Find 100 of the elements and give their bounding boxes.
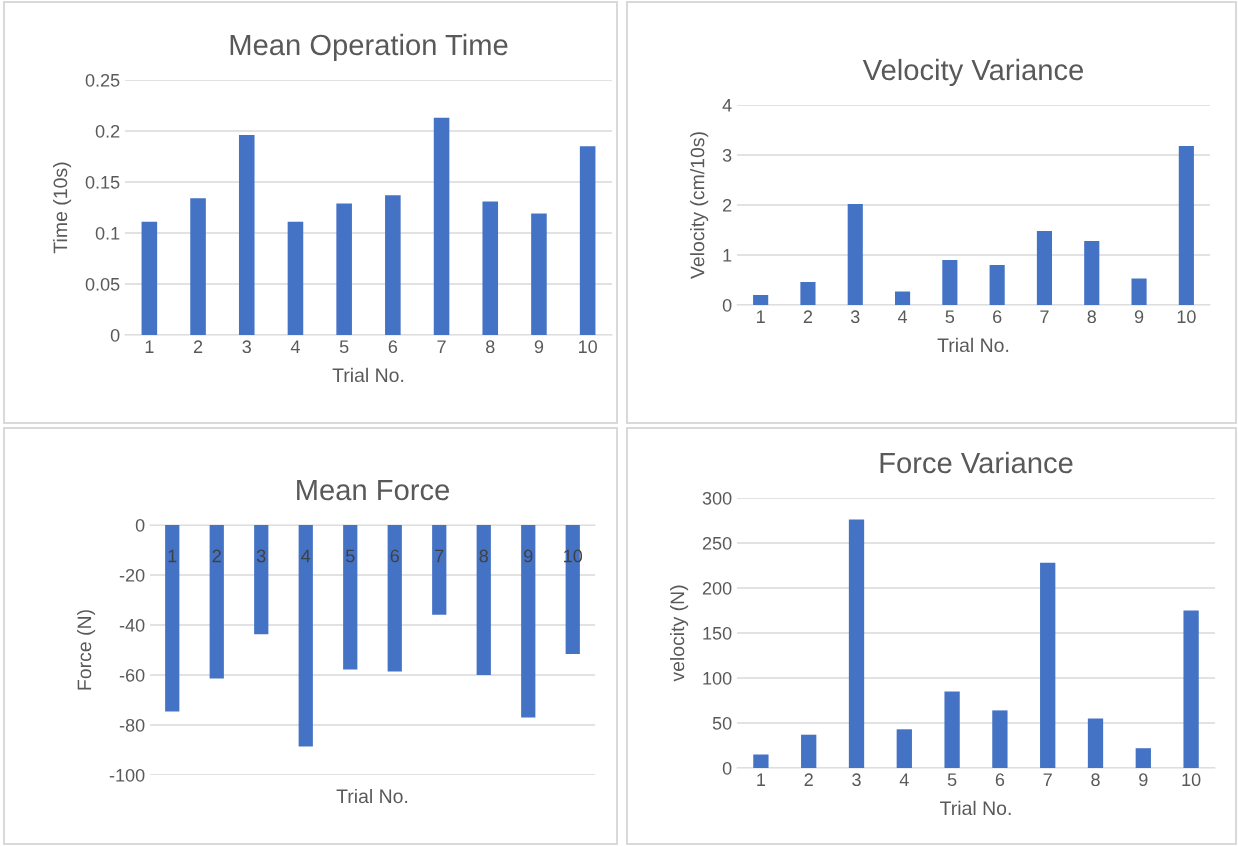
- y-tick-label: 0.05: [85, 277, 120, 291]
- y-tick-label: 0: [722, 298, 732, 312]
- x-tick-label: 10: [1177, 310, 1196, 324]
- y-tick-label: 0.1: [95, 226, 120, 240]
- y-tick-label: 0: [135, 518, 145, 532]
- x-tick-label: 1: [145, 340, 154, 353]
- x-tick-label: 7: [1040, 310, 1049, 323]
- x-tick-label: 2: [804, 773, 813, 786]
- x-tick-label: 6: [993, 310, 1002, 324]
- x-tick-label: 9: [1139, 773, 1148, 787]
- x-tick-label: 6: [390, 549, 399, 563]
- x-axis-title: Trial No.: [336, 788, 408, 804]
- bar: [989, 265, 1005, 305]
- x-axis-title: Trial No.: [940, 800, 1011, 816]
- x-tick-label: 7: [1043, 773, 1052, 786]
- bar: [800, 282, 816, 305]
- bar: [336, 203, 352, 335]
- chart-title: Velocity Variance: [862, 58, 1083, 87]
- y-tick-label: 100: [703, 671, 732, 685]
- chart-title: Force Variance: [880, 451, 1073, 474]
- x-tick-label: 5: [947, 773, 957, 787]
- x-tick-label: 7: [435, 549, 444, 563]
- bar: [753, 754, 769, 768]
- y-tick-label: -20: [119, 568, 145, 582]
- x-tick-label: 5: [345, 549, 355, 563]
- x-tick-label: 1: [757, 773, 766, 786]
- x-tick-label: 7: [437, 340, 446, 353]
- y-tick-label: 0: [722, 761, 732, 775]
- x-tick-label: 3: [852, 773, 861, 787]
- y-axis-title: Velocity (cm/10s): [690, 132, 709, 279]
- bar: [847, 204, 863, 305]
- x-tick-label: 8: [1091, 773, 1100, 787]
- x-axis-title: Trial No.: [937, 337, 1009, 353]
- y-tick-label: 0.2: [95, 124, 120, 138]
- chart-title: Mean Force: [297, 479, 450, 501]
- x-tick-label: 10: [578, 340, 597, 354]
- x-tick-label: 3: [850, 310, 860, 324]
- bar: [896, 729, 912, 768]
- bar: [385, 195, 401, 335]
- x-tick-label: 10: [1182, 773, 1201, 787]
- x-tick-label: 4: [290, 340, 300, 353]
- bar: [1040, 562, 1056, 768]
- bar: [238, 135, 255, 335]
- y-axis-title: velocity (N): [670, 585, 689, 682]
- chart-title: Mean Operation Time: [230, 33, 508, 62]
- bar: [1131, 278, 1147, 305]
- bar: [1084, 241, 1100, 305]
- x-tick-label: 4: [899, 773, 909, 786]
- bar: [848, 519, 865, 768]
- bar: [1036, 231, 1053, 305]
- bar: [433, 117, 450, 335]
- x-tick-label: 8: [486, 340, 495, 354]
- bar: [141, 221, 158, 335]
- bar: [482, 201, 499, 335]
- bar: [753, 295, 769, 305]
- x-tick-label: 3: [242, 340, 251, 354]
- x-tick-label: 6: [995, 773, 1005, 787]
- y-tick-label: 0.15: [85, 175, 120, 189]
- x-tick-label: 4: [301, 549, 311, 563]
- y-tick-label: 50: [712, 716, 732, 730]
- y-tick-label: 200: [702, 581, 732, 595]
- bar: [531, 213, 547, 335]
- x-tick-label: 9: [524, 549, 533, 563]
- x-tick-label: 9: [1134, 310, 1144, 324]
- bar: [1087, 718, 1104, 768]
- x-tick-label: 9: [534, 340, 544, 354]
- bar: [287, 221, 304, 335]
- y-axis-title: Force (N): [76, 610, 96, 690]
- x-tick-label: 6: [388, 340, 398, 354]
- y-tick-label: 300: [702, 491, 732, 505]
- x-tick-label: 5: [945, 310, 955, 324]
- bar: [1183, 610, 1199, 768]
- y-tick-label: -40: [119, 618, 145, 632]
- x-axis-title: Trial No.: [332, 367, 404, 383]
- y-tick-label: 2: [723, 198, 732, 212]
- y-tick-label: 4: [722, 99, 732, 112]
- y-tick-label: -100: [109, 768, 145, 782]
- bar: [801, 734, 817, 768]
- y-tick-label: 150: [703, 626, 732, 640]
- x-tick-label: 2: [212, 549, 221, 563]
- y-tick-label: 3: [722, 148, 732, 162]
- x-tick-label: 2: [803, 310, 813, 323]
- x-tick-label: 8: [479, 549, 488, 563]
- bar: [894, 291, 911, 305]
- x-tick-label: 3: [256, 549, 266, 563]
- bar: [1135, 748, 1151, 768]
- y-tick-label: 0.25: [85, 73, 120, 87]
- x-tick-label: 5: [339, 340, 349, 354]
- bar: [942, 260, 958, 305]
- x-tick-label: 1: [757, 310, 765, 323]
- bar: [579, 146, 596, 335]
- y-tick-label: 1: [723, 249, 732, 262]
- y-tick-label: 250: [702, 536, 732, 550]
- y-axis-title: Time (10s): [52, 162, 72, 254]
- y-tick-label: -80: [119, 718, 145, 732]
- y-tick-label: -60: [119, 668, 145, 682]
- y-tick-label: 0: [110, 328, 120, 342]
- bar: [190, 198, 206, 335]
- x-tick-label: 1: [168, 549, 177, 563]
- bar: [944, 691, 960, 768]
